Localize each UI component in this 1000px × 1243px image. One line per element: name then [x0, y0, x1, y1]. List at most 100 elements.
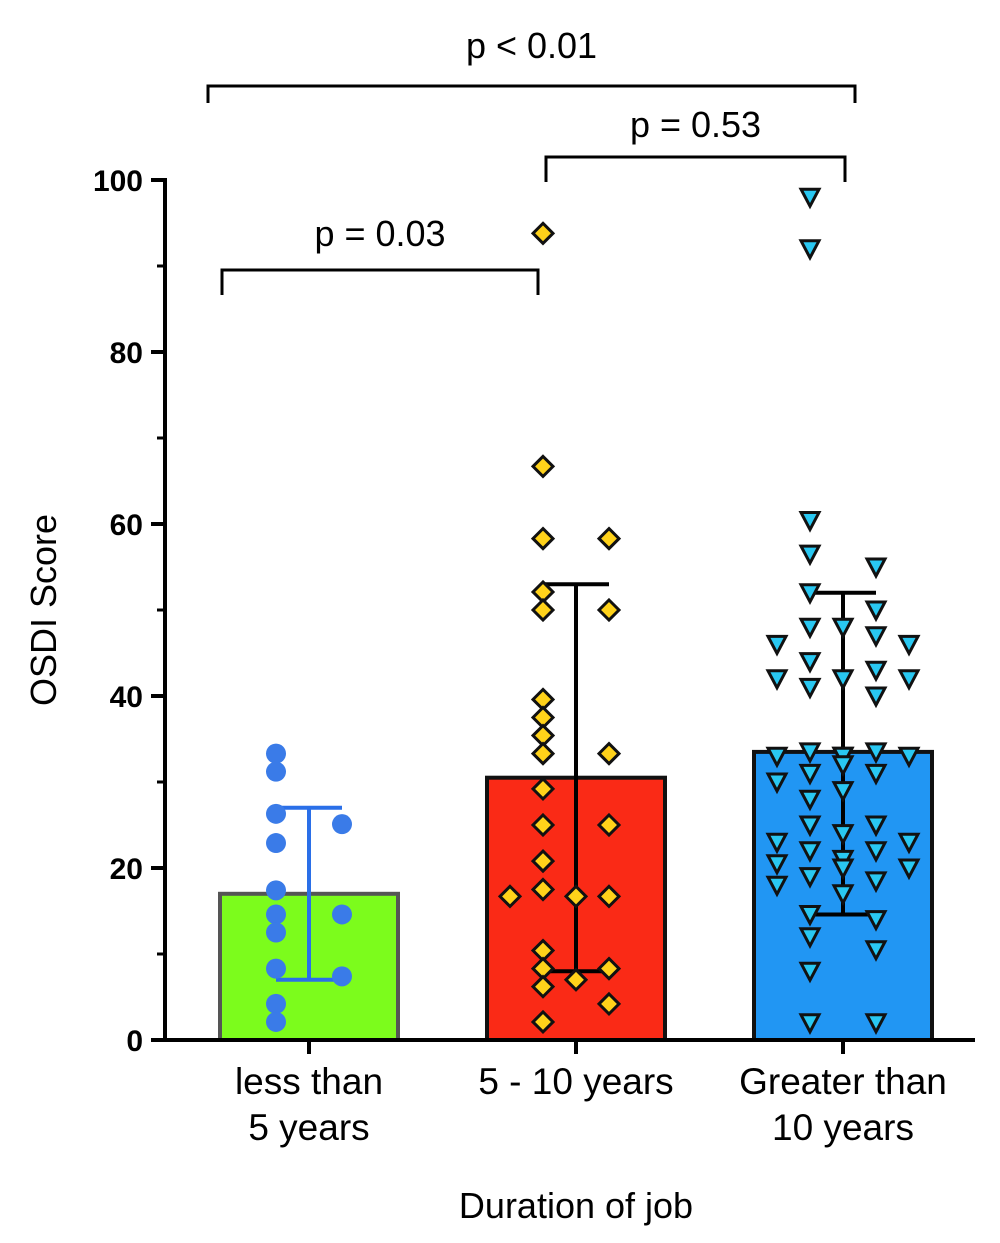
- data-point-3-4: [798, 544, 822, 567]
- data-point-3-51: [798, 961, 822, 984]
- data-point-3-2: [798, 239, 822, 262]
- data-point-1-11: [332, 966, 352, 987]
- y-tick-label-3: 40: [110, 681, 143, 714]
- data-point-3-24: [897, 746, 921, 769]
- data-point-3-20: [798, 742, 822, 765]
- data-point-3-21: [864, 742, 888, 765]
- data-point-3-33: [864, 815, 888, 838]
- data-point-3-11: [765, 634, 789, 657]
- data-point-1-12: [266, 993, 286, 1014]
- significance-label-3: p < 0.01: [466, 25, 597, 66]
- y-tick-label-2: 20: [110, 853, 143, 886]
- data-point-3-15: [831, 669, 855, 692]
- data-point-3-42: [831, 858, 855, 881]
- data-point-1-4: [332, 814, 352, 835]
- data-point-3-26: [831, 755, 855, 778]
- x-axis-title: Duration of job: [459, 1185, 693, 1226]
- data-point-3-16: [765, 669, 789, 692]
- data-point-1-6: [266, 880, 286, 901]
- significance-bracket-2: [544, 155, 847, 182]
- data-point-2-18: [596, 884, 622, 909]
- data-point-2-6: [530, 597, 556, 623]
- data-point-1-9: [266, 922, 286, 943]
- data-point-3-40: [765, 854, 789, 876]
- data-point-3-46: [831, 884, 855, 907]
- significance-label-1: p = 0.03: [314, 213, 445, 254]
- data-point-2-27: [530, 1009, 556, 1035]
- data-point-3-19: [864, 686, 888, 709]
- data-point-3-49: [798, 927, 822, 950]
- data-point-3-31: [798, 789, 822, 812]
- data-point-3-52: [798, 1013, 822, 1036]
- y-tick-label-5: 80: [110, 337, 143, 370]
- data-point-3-35: [765, 832, 789, 855]
- data-point-3-7: [864, 600, 888, 623]
- data-point-2-12: [596, 741, 622, 766]
- data-point-2-2: [530, 454, 556, 479]
- data-point-3-38: [864, 841, 888, 864]
- data-point-3-30: [831, 781, 855, 803]
- data-point-2-7: [596, 597, 622, 623]
- data-point-3-28: [864, 763, 888, 786]
- data-point-2-19: [563, 884, 589, 909]
- data-point-1-10: [266, 958, 286, 979]
- data-point-2-14: [530, 812, 556, 838]
- data-point-2-17: [530, 877, 556, 902]
- data-point-2-25: [530, 974, 556, 999]
- significance-label-2: p = 0.53: [630, 104, 761, 145]
- data-point-2-11: [530, 741, 556, 766]
- data-point-3-12: [897, 634, 921, 657]
- x-tick-label-2: 5 - 10 years: [478, 1061, 673, 1102]
- data-point-3-27: [798, 763, 822, 786]
- data-point-3-17: [897, 669, 921, 692]
- labels-layer: less than 5 years 5 - 10 years Greater than…: [23, 514, 947, 1226]
- data-point-1-8: [332, 904, 352, 925]
- data-point-1-2: [266, 761, 286, 782]
- data-point-1-5: [266, 833, 286, 854]
- significance-bracket-3: [206, 84, 857, 103]
- data-point-2-3: [530, 526, 556, 551]
- data-point-3-48: [864, 910, 888, 932]
- data-point-3-9: [831, 617, 855, 640]
- data-point-3-13: [798, 652, 822, 674]
- data-point-3-44: [864, 871, 888, 894]
- data-point-3-36: [897, 832, 921, 855]
- y-tick-label-1: 0: [126, 1025, 143, 1058]
- data-point-2-20: [497, 884, 523, 909]
- brackets-layer: p = 0.03 p = 0.53 p < 0.01: [206, 25, 857, 295]
- y-tick-label-6: 100: [93, 165, 143, 198]
- data-point-3-1: [798, 187, 822, 210]
- points-layer: [266, 187, 921, 1036]
- data-point-3-32: [798, 815, 822, 838]
- data-point-2-24: [563, 967, 589, 992]
- data-point-3-6: [798, 583, 822, 606]
- x-tick-label-3: Greater than 10 years: [739, 1061, 947, 1148]
- data-point-3-23: [765, 746, 789, 769]
- data-point-2-26: [596, 991, 622, 1017]
- data-point-3-43: [798, 867, 822, 889]
- data-point-2-1: [530, 221, 556, 246]
- x-tick-label-1: less than 5 years: [235, 1061, 383, 1148]
- data-point-3-50: [864, 940, 888, 962]
- data-point-3-47: [798, 904, 822, 927]
- data-point-3-10: [864, 626, 888, 649]
- data-point-2-15: [596, 812, 622, 838]
- data-point-1-13: [266, 1011, 286, 1032]
- data-point-3-45: [765, 875, 789, 898]
- data-point-3-3: [798, 511, 822, 533]
- data-point-1-3: [266, 803, 286, 824]
- significance-bracket-1: [220, 268, 540, 295]
- data-point-3-8: [798, 617, 822, 640]
- data-point-3-18: [798, 677, 822, 700]
- data-point-3-14: [864, 660, 888, 683]
- data-point-3-5: [864, 557, 888, 580]
- data-point-3-41: [897, 858, 921, 881]
- data-point-2-16: [530, 848, 556, 874]
- data-point-1-7: [266, 904, 286, 925]
- axes-layer: 0 20 40 60 80 100: [93, 165, 975, 1058]
- data-point-3-34: [831, 824, 855, 846]
- data-point-3-53: [864, 1013, 888, 1036]
- data-point-2-23: [596, 956, 622, 981]
- data-point-2-4: [596, 526, 622, 551]
